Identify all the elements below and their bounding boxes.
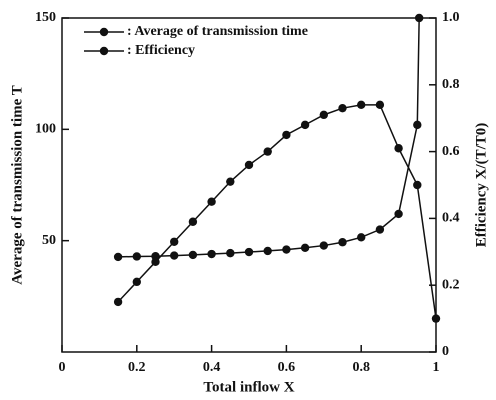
- y2-tick-label: 0.8: [442, 77, 460, 92]
- series-marker: [207, 249, 216, 259]
- x-axis-label: Total inflow X: [203, 379, 294, 395]
- y2-tick-label: 0.6: [442, 144, 460, 159]
- series-marker: [319, 110, 328, 120]
- series-marker: [338, 238, 347, 247]
- legend-label: : Average of transmission time: [127, 24, 308, 39]
- series-marker: [263, 246, 272, 256]
- series-marker: [282, 245, 291, 254]
- series-marker: [113, 297, 123, 307]
- y2-axis-label: Efficiency X/(T/T0): [473, 123, 489, 248]
- series-marker: [375, 225, 385, 234]
- x-tick-label: 0.8: [352, 360, 370, 375]
- series-marker: [226, 177, 235, 186]
- y-tick-label: 100: [35, 122, 56, 137]
- x-tick-label: 0.6: [278, 360, 296, 375]
- series-marker: [170, 237, 179, 246]
- series-marker: [226, 248, 235, 258]
- series-marker: [414, 13, 424, 23]
- series-marker: [357, 100, 366, 110]
- series-marker: [244, 160, 254, 170]
- y2-tick-label: 0.2: [442, 277, 460, 292]
- y2-tick-label: 1.0: [442, 10, 460, 25]
- series-marker: [113, 252, 123, 262]
- plot-frame: [61, 17, 437, 353]
- series-marker: [319, 241, 328, 250]
- series-marker: [282, 130, 291, 140]
- series-marker: [431, 314, 441, 323]
- series-marker: [132, 277, 141, 287]
- legend-marker: [99, 46, 109, 56]
- series-marker: [151, 257, 160, 267]
- series-marker: [413, 180, 422, 190]
- series-marker: [207, 197, 216, 206]
- y2-tick-label: 0.4: [442, 211, 460, 226]
- series-line: [117, 104, 437, 319]
- legend-marker: [99, 27, 109, 37]
- series-marker: [263, 147, 272, 156]
- x-tick-label: 0: [59, 360, 66, 375]
- series-marker: [394, 144, 403, 153]
- series-marker: [357, 233, 366, 242]
- series-marker: [300, 120, 310, 130]
- series-marker: [170, 251, 179, 260]
- legend-label: : Efficiency: [127, 43, 195, 58]
- series-marker: [188, 217, 198, 226]
- series-marker: [375, 100, 385, 110]
- x-tick-label: 0.4: [203, 360, 221, 375]
- x-tick-label: 1: [433, 360, 440, 375]
- series-marker: [338, 103, 347, 113]
- x-tick-label: 0.2: [128, 360, 146, 375]
- y-tick-label: 150: [35, 10, 56, 25]
- y-axis-label: Average of transmission time T: [9, 85, 25, 284]
- series-marker: [413, 120, 422, 130]
- series-marker: [394, 209, 403, 219]
- y2-tick-label: 0: [442, 344, 449, 359]
- series-marker: [188, 250, 198, 260]
- series-marker: [132, 252, 141, 261]
- y-tick-label: 50: [42, 233, 56, 248]
- series-marker: [244, 247, 254, 257]
- series-marker: [300, 243, 310, 252]
